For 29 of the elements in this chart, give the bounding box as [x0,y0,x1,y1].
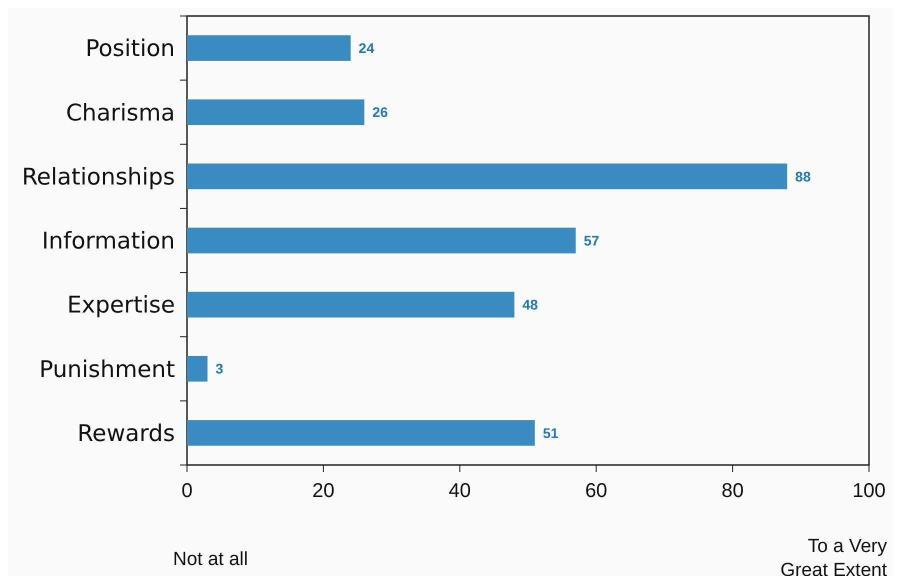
bar [187,164,788,190]
x-tick-label: 20 [312,480,335,502]
x-tick-label: 0 [181,480,193,502]
text: To a Very Great Extent [780,536,888,581]
x-tick-label: 60 [585,480,608,502]
data-label: 26 [372,104,388,120]
bar [187,292,514,318]
bar [187,420,535,446]
text: Not at all [173,549,248,570]
x-tick-label: 100 [852,480,886,502]
bar [187,35,351,61]
data-label: 51 [542,424,559,441]
bar [187,99,364,126]
data-label: 57 [584,232,600,248]
x-tick-label: 40 [448,480,471,502]
y-tick-label: Charisma [66,100,175,126]
data-label: 24 [358,40,374,56]
y-tick-label: Information [42,228,175,255]
data-label: 3 [215,360,224,377]
y-tick-label: Expertise [67,292,175,319]
y-tick-label: Rewards [77,420,175,447]
bar [187,228,576,254]
bar [187,356,208,382]
data-label: 48 [522,296,538,313]
y-tick-label: Punishment [39,356,175,383]
x-tick-label: 80 [721,480,744,502]
y-tick-label: Position [85,36,175,62]
data-label: 88 [795,168,811,184]
y-tick-label: Relationships [22,164,175,190]
